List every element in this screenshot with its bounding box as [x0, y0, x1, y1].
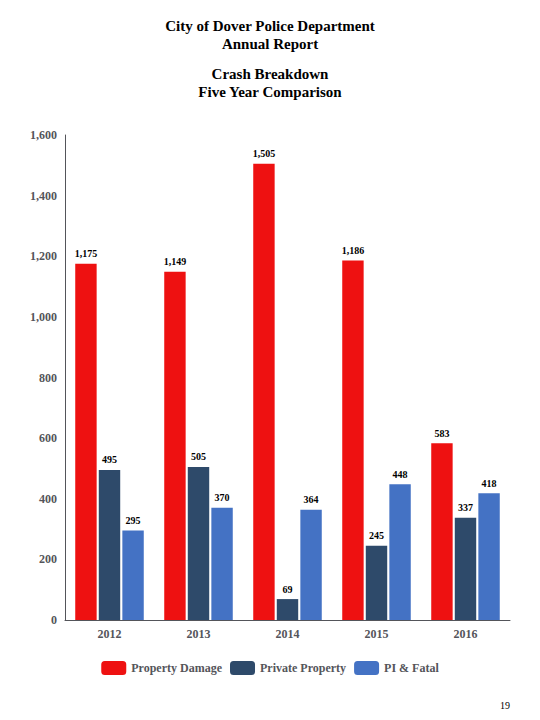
- svg-text:Five Year Comparison: Five Year Comparison: [198, 84, 342, 100]
- svg-text:2014: 2014: [276, 627, 300, 641]
- svg-text:1,200: 1,200: [30, 249, 57, 263]
- svg-text:69: 69: [283, 584, 293, 595]
- svg-text:337: 337: [458, 502, 473, 513]
- svg-text:1,175: 1,175: [75, 248, 98, 259]
- svg-text:1,400: 1,400: [30, 189, 57, 203]
- svg-text:2012: 2012: [98, 627, 122, 641]
- svg-text:Crash Breakdown: Crash Breakdown: [212, 66, 329, 82]
- svg-text:448: 448: [393, 469, 408, 480]
- svg-text:1,600: 1,600: [30, 128, 57, 142]
- svg-text:2013: 2013: [187, 627, 211, 641]
- svg-text:PI & Fatal: PI & Fatal: [384, 661, 439, 675]
- svg-text:200: 200: [39, 552, 57, 566]
- svg-text:295: 295: [126, 515, 141, 526]
- svg-text:Private Property: Private Property: [260, 661, 346, 675]
- svg-text:400: 400: [39, 492, 57, 506]
- svg-text:0: 0: [51, 613, 57, 627]
- svg-text:600: 600: [39, 431, 57, 445]
- svg-text:1,505: 1,505: [253, 148, 276, 159]
- svg-text:505: 505: [191, 451, 206, 462]
- svg-text:2016: 2016: [454, 627, 478, 641]
- svg-text:1,000: 1,000: [30, 310, 57, 324]
- svg-text:2015: 2015: [365, 627, 389, 641]
- svg-text:495: 495: [102, 454, 117, 465]
- svg-text:City of Dover Police Departmen: City of Dover Police Department: [165, 18, 375, 34]
- svg-text:364: 364: [304, 494, 319, 505]
- svg-text:583: 583: [434, 428, 449, 439]
- svg-text:1,186: 1,186: [342, 245, 365, 256]
- svg-text:1,149: 1,149: [164, 256, 187, 267]
- svg-text:245: 245: [369, 530, 384, 541]
- svg-text:370: 370: [215, 492, 230, 503]
- svg-text:800: 800: [39, 371, 57, 385]
- svg-text:418: 418: [482, 478, 497, 489]
- svg-text:Annual Report: Annual Report: [222, 36, 318, 52]
- svg-text:19: 19: [500, 700, 510, 711]
- svg-text:Property Damage: Property Damage: [131, 661, 222, 675]
